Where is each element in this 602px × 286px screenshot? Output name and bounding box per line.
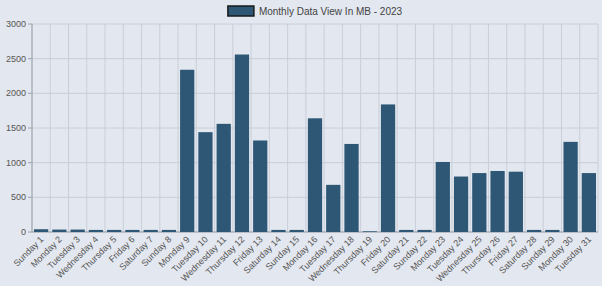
y-tick bbox=[28, 93, 32, 94]
x-grid-line bbox=[86, 24, 87, 232]
y-grid-line bbox=[32, 93, 598, 94]
bar bbox=[381, 104, 395, 232]
bar bbox=[344, 144, 358, 232]
x-grid-line bbox=[159, 24, 160, 232]
bar bbox=[180, 70, 194, 232]
x-grid-line bbox=[415, 24, 416, 232]
bar bbox=[326, 185, 340, 232]
bar bbox=[490, 171, 504, 232]
x-grid-line bbox=[251, 24, 252, 232]
bar bbox=[235, 55, 249, 232]
x-grid-line bbox=[397, 24, 398, 232]
bar bbox=[417, 230, 431, 232]
x-grid-line bbox=[50, 24, 51, 232]
bar bbox=[217, 124, 231, 232]
bar bbox=[308, 118, 322, 232]
y-tick bbox=[28, 128, 32, 129]
x-grid-line bbox=[287, 24, 288, 232]
bar bbox=[89, 230, 103, 232]
y-grid-line bbox=[32, 58, 598, 59]
x-grid-line bbox=[232, 24, 233, 232]
bar bbox=[271, 230, 285, 232]
y-tick-label: 2000 bbox=[6, 88, 26, 98]
x-grid-line bbox=[324, 24, 325, 232]
bar bbox=[527, 230, 541, 232]
x-grid-line bbox=[214, 24, 215, 232]
bars bbox=[34, 55, 596, 232]
chart: 050010001500200025003000Sunday 1Monday 2… bbox=[0, 0, 602, 286]
y-tick bbox=[28, 162, 32, 163]
bar bbox=[563, 142, 577, 232]
bar bbox=[436, 162, 450, 232]
y-tick bbox=[28, 24, 32, 25]
legend-swatch bbox=[228, 6, 254, 16]
bar bbox=[144, 230, 158, 232]
y-grid-line bbox=[32, 24, 598, 25]
y-tick bbox=[28, 232, 32, 233]
x-grid-line bbox=[68, 24, 69, 232]
bar bbox=[162, 230, 176, 232]
x-grid-line bbox=[360, 24, 361, 232]
x-grid-line bbox=[305, 24, 306, 232]
bar bbox=[71, 230, 85, 232]
x-grid-line bbox=[451, 24, 452, 232]
y-tick bbox=[28, 58, 32, 59]
y-tick-label: 1000 bbox=[6, 158, 26, 168]
legend-label: Monthly Data View In MB - 2023 bbox=[259, 6, 403, 17]
bar bbox=[125, 230, 139, 232]
bar bbox=[253, 140, 267, 232]
x-grid-line bbox=[105, 24, 106, 232]
x-grid-line bbox=[488, 24, 489, 232]
bar bbox=[34, 229, 48, 232]
bar bbox=[472, 173, 486, 232]
y-tick-label: 1500 bbox=[6, 123, 26, 133]
bar bbox=[52, 230, 66, 232]
x-tick-label: Tuesday 31 bbox=[553, 234, 593, 274]
x-grid-line bbox=[579, 24, 580, 232]
background bbox=[0, 0, 602, 286]
y-tick-label: 0 bbox=[21, 227, 26, 237]
x-grid-line bbox=[178, 24, 179, 232]
x-grid-line bbox=[196, 24, 197, 232]
x-grid-line bbox=[123, 24, 124, 232]
x-grid-line bbox=[378, 24, 379, 232]
bar bbox=[107, 230, 121, 232]
bar bbox=[582, 173, 596, 232]
y-axis bbox=[32, 24, 33, 232]
bar bbox=[290, 230, 304, 232]
x-grid-line bbox=[470, 24, 471, 232]
x-grid-line bbox=[524, 24, 525, 232]
y-tick-label: 2500 bbox=[6, 54, 26, 64]
x-grid-line bbox=[141, 24, 142, 232]
x-grid-line bbox=[506, 24, 507, 232]
y-tick bbox=[28, 197, 32, 198]
x-grid-line bbox=[433, 24, 434, 232]
bar bbox=[198, 132, 212, 232]
x-grid-line bbox=[598, 24, 599, 232]
bar bbox=[399, 230, 413, 232]
x-grid-line bbox=[561, 24, 562, 232]
y-tick-label: 3000 bbox=[6, 19, 26, 29]
x-grid-line bbox=[32, 24, 33, 232]
y-tick-label: 500 bbox=[11, 192, 26, 202]
x-grid-line bbox=[269, 24, 270, 232]
x-grid-line bbox=[543, 24, 544, 232]
bar bbox=[509, 172, 523, 232]
bar bbox=[454, 177, 468, 232]
bar bbox=[363, 231, 377, 232]
bar bbox=[545, 230, 559, 232]
x-grid-line bbox=[342, 24, 343, 232]
